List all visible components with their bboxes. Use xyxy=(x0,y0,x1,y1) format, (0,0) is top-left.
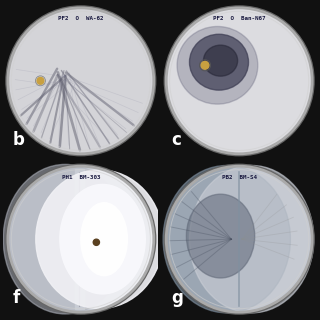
Text: b: b xyxy=(12,131,24,149)
Text: PF2  O  WA-62: PF2 O WA-62 xyxy=(58,16,104,21)
Circle shape xyxy=(8,8,154,154)
Ellipse shape xyxy=(189,165,314,313)
Text: f: f xyxy=(12,290,20,308)
Ellipse shape xyxy=(204,45,238,76)
Ellipse shape xyxy=(60,184,145,294)
Circle shape xyxy=(93,239,100,245)
Ellipse shape xyxy=(163,165,291,313)
Text: PH1  BM-303: PH1 BM-303 xyxy=(61,175,100,180)
Ellipse shape xyxy=(186,194,255,278)
Ellipse shape xyxy=(177,27,258,104)
Text: PF2  O  Ban-N67: PF2 O Ban-N67 xyxy=(213,16,265,21)
Text: PB2  BM-S4: PB2 BM-S4 xyxy=(222,175,257,180)
Ellipse shape xyxy=(81,203,127,276)
Text: c: c xyxy=(171,131,181,149)
Text: g: g xyxy=(171,290,183,308)
FancyBboxPatch shape xyxy=(75,169,84,309)
Ellipse shape xyxy=(3,164,127,314)
Ellipse shape xyxy=(36,170,163,308)
Circle shape xyxy=(8,166,154,312)
Circle shape xyxy=(201,61,209,69)
Ellipse shape xyxy=(189,34,249,90)
Circle shape xyxy=(166,8,312,154)
Circle shape xyxy=(166,166,312,312)
Circle shape xyxy=(37,77,44,84)
